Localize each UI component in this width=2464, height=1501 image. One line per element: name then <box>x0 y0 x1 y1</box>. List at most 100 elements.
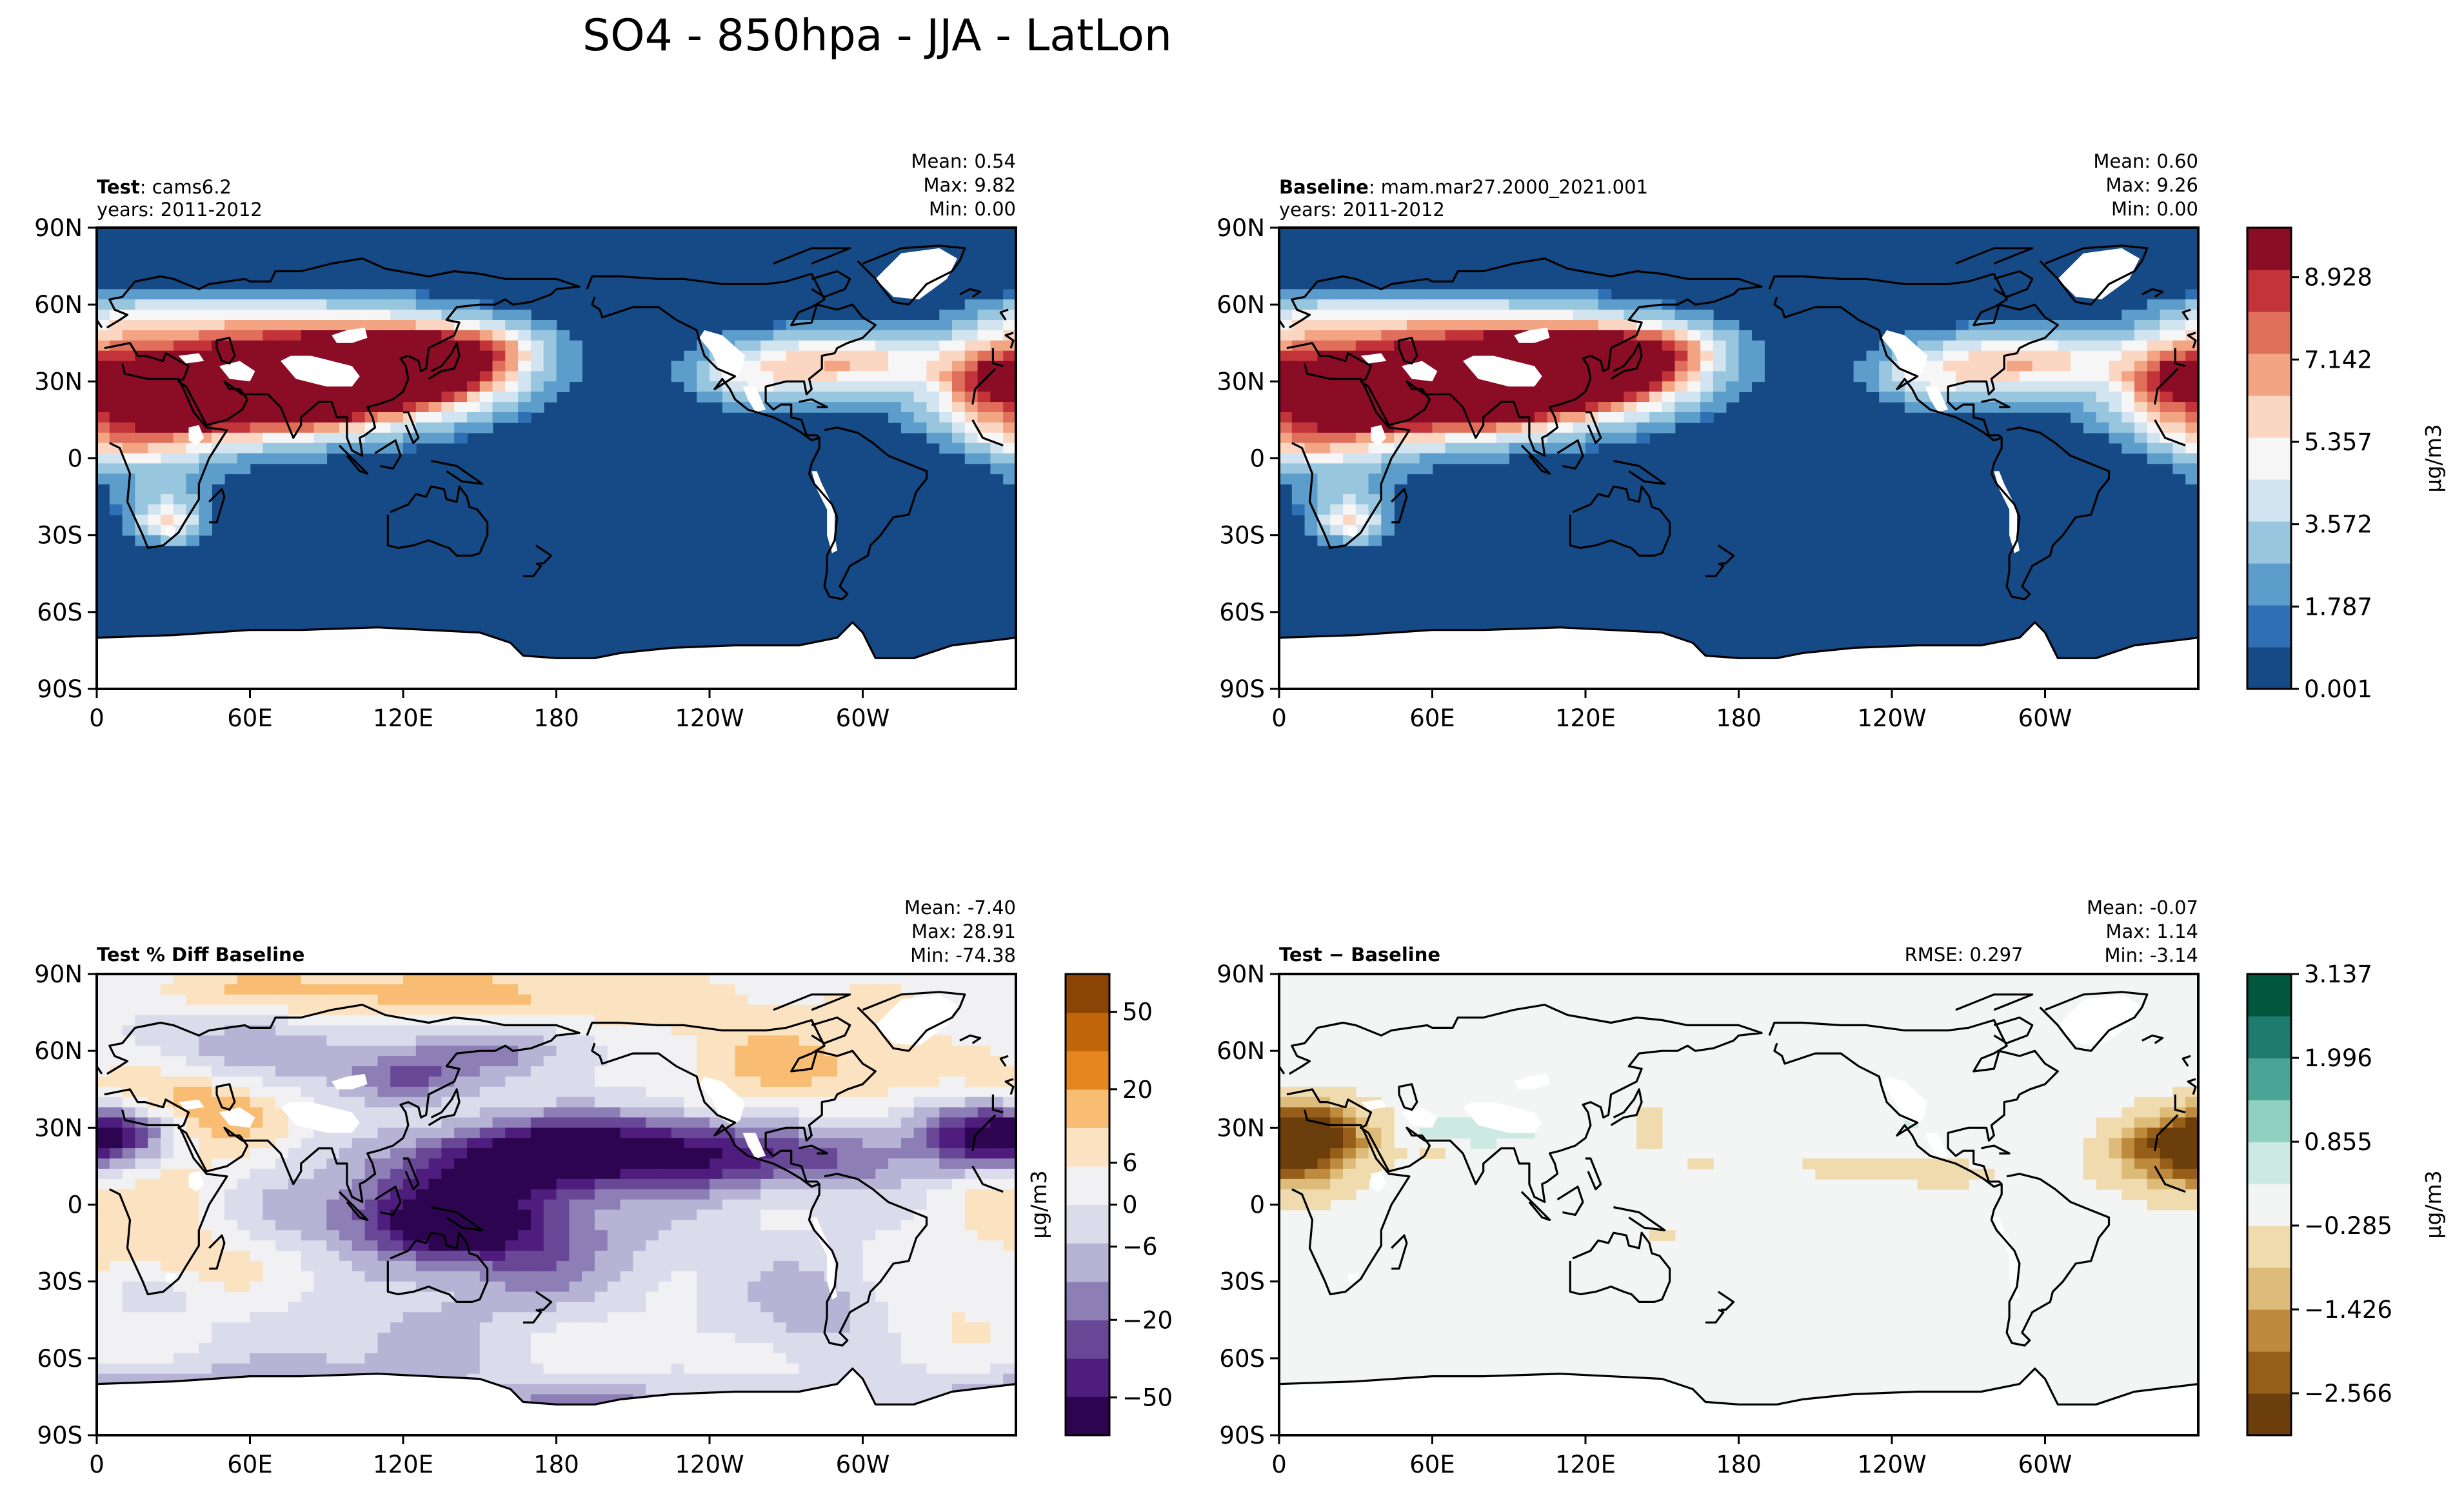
mask-antarctica <box>97 1368 1016 1435</box>
mask-tibet <box>1463 355 1542 387</box>
y-tick-label: 90N <box>1217 960 1265 988</box>
colorbar-swatch <box>1066 1397 1109 1436</box>
colorbar-tick-label: 0 <box>1122 1191 1138 1219</box>
panel-stat: Min: 0.00 <box>929 198 1016 220</box>
map-field-diff <box>1279 974 2198 1435</box>
y-tick-label: 30N <box>34 1114 83 1142</box>
mask-mongolia <box>1514 327 1550 343</box>
colorbar-swatch <box>1066 1281 1109 1320</box>
y-tick-label: 60N <box>34 291 83 319</box>
colorbar-tick-label: 3.137 <box>2304 960 2372 988</box>
y-tick-label: 60S <box>37 599 83 626</box>
colorbar-tick-label: −6 <box>1122 1233 1158 1261</box>
colorbar-swatch <box>1066 1358 1109 1397</box>
coastlines-pctdiff <box>97 991 1016 1435</box>
colorbar-swatch <box>2247 437 2291 480</box>
map-field-baseline <box>1279 228 2198 689</box>
mask-safrica <box>165 527 176 538</box>
panel-label: Test − Baseline <box>1279 944 1440 966</box>
colorbar-tick-label: 0.855 <box>2304 1128 2372 1156</box>
mask-andes <box>1994 1217 2020 1300</box>
colorbar-tick-label: 8.928 <box>2304 264 2372 292</box>
mask-tibet <box>1463 1102 1542 1133</box>
mask-safrica <box>165 1273 176 1284</box>
x-tick-label: 60W <box>836 1451 890 1478</box>
x-tick-label: 120E <box>373 1451 433 1478</box>
colorbar-tick-label: −2.566 <box>2304 1380 2392 1407</box>
panel-test: 0 60E 120E 180 120W 60W 90N 60N 30N 0 30S 60S 90S Tes… <box>34 150 1017 732</box>
mask-ethiopia <box>188 424 204 446</box>
panel-stat: Mean: -0.07 <box>2087 897 2198 919</box>
mask-mongolia <box>332 327 368 343</box>
colorbar-swatch <box>2247 1142 2291 1184</box>
panel-stat: Min: -74.38 <box>910 944 1016 966</box>
mask-mexico <box>742 386 766 412</box>
mask-antarctica <box>1279 622 2198 689</box>
x-tick-label: 180 <box>1716 704 1762 732</box>
colorbar-swatch <box>2247 353 2291 396</box>
y-tick-label: 60N <box>34 1037 83 1065</box>
mask-rockies <box>1882 330 1928 379</box>
x-tick-label: 0 <box>89 1451 104 1478</box>
panel-stat: Mean: -7.40 <box>904 897 1016 919</box>
mask-rockies <box>1882 1076 1928 1126</box>
colorbar-swatch <box>2247 479 2291 522</box>
colorbar-swatch <box>2247 1226 2291 1268</box>
colorbar-swatch <box>2247 1393 2291 1436</box>
x-tick-label: 120W <box>675 704 744 732</box>
mask-turkey <box>178 1099 204 1110</box>
panel-stat: Min: 0.00 <box>2111 198 2198 220</box>
map-field-pctdiff <box>97 974 1016 1435</box>
y-tick-label: 30S <box>37 522 83 550</box>
y-tick-label: 0 <box>1249 1191 1265 1219</box>
mask-andes <box>811 471 837 553</box>
mask-greenland <box>2058 248 2140 300</box>
panel-pctdiff: 0 60E 120E 180 120W 60W 90N 60N 30N 0 30S 60S 90S Tes… <box>34 897 1173 1478</box>
mask-ethiopia <box>188 1171 204 1192</box>
colorbar-tick-label: −0.285 <box>2304 1212 2392 1240</box>
mask-iran <box>1402 361 1438 382</box>
y-tick-label: 30S <box>1219 1268 1265 1296</box>
y-tick-label: 60S <box>37 1345 83 1373</box>
colorbar-baseline: 8.928 7.142 5.357 3.572 1.787 0.001 μg/m3 <box>2246 226 2446 703</box>
y-tick-label: 60N <box>1217 1037 1265 1065</box>
x-tick-label: 180 <box>533 704 579 732</box>
mask-mexico <box>1925 1133 1949 1158</box>
mask-antarctica <box>1279 1368 2198 1435</box>
colorbar-swatch <box>1066 1320 1109 1359</box>
y-tick-label: 30S <box>1219 522 1265 550</box>
colorbar-swatch <box>1066 1012 1109 1051</box>
mask-ethiopia <box>1371 424 1387 446</box>
y-tick-label: 30S <box>37 1268 83 1296</box>
colorbar-swatch <box>2247 974 2291 1017</box>
mask-iran <box>219 361 255 382</box>
colorbar-swatch <box>2247 563 2291 606</box>
x-tick-label: 120E <box>1555 1451 1616 1478</box>
y-tick-label: 90N <box>1217 214 1265 242</box>
colorbar-label: μg/m3 <box>1026 1170 1051 1238</box>
panel-baseline: 0 60E 120E 180 120W 60W 90N 60N 30N 0 30S 60S 90S Bas… <box>1217 150 2446 732</box>
colorbar-tick-label: −50 <box>1122 1384 1173 1411</box>
mask-turkey <box>178 353 204 364</box>
colorbar-swatch <box>1066 1243 1109 1282</box>
panel-stat: Mean: 0.54 <box>911 150 1016 172</box>
panel-stat: Mean: 0.60 <box>2093 150 2198 172</box>
figure-title: SO4 - 850hpa - JJA - LatLon <box>582 10 1172 61</box>
x-tick-label: 60W <box>836 704 890 732</box>
colorbar-tick-label: 3.572 <box>2304 511 2372 539</box>
mask-turkey <box>1360 353 1387 364</box>
colorbar-swatch <box>2247 312 2291 354</box>
mask-iran <box>219 1107 255 1128</box>
colorbar-swatch <box>2247 1267 2291 1310</box>
colorbar-swatch <box>1066 1128 1109 1167</box>
panels-layer: 0 60E 120E 180 120W 60W 90N 60N 30N 0 30S 60S 90S Tes… <box>34 150 2446 1478</box>
panel-label: Test % Diff Baseline <box>97 944 304 966</box>
x-tick-label: 0 <box>1271 704 1287 732</box>
colorbar-label: μg/m3 <box>2421 1170 2446 1238</box>
y-tick-label: 30N <box>1217 368 1265 395</box>
x-tick-label: 0 <box>1271 1451 1287 1478</box>
panel-diff: 0 60E 120E 180 120W 60W 90N 60N 30N 0 30S 60S 90S Tes… <box>1217 897 2446 1478</box>
y-tick-label: 30N <box>1217 1114 1265 1142</box>
colorbar-swatch <box>2247 395 2291 438</box>
panel-stat: Max: 9.26 <box>2105 174 2198 196</box>
